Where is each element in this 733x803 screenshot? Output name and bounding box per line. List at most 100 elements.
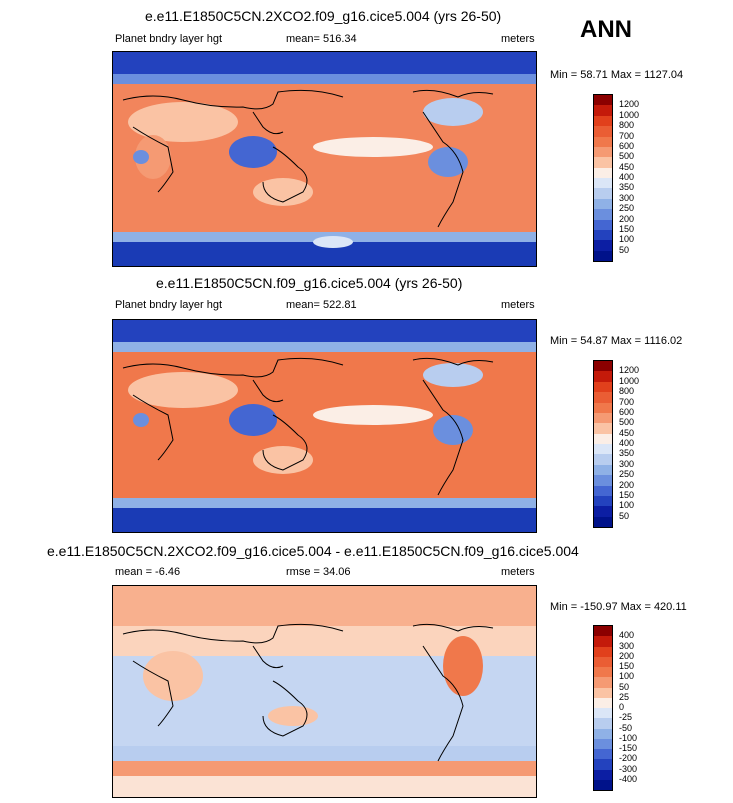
colorbar-swatch <box>594 146 612 158</box>
colorbar-tick-label: 600 <box>619 406 635 417</box>
colorbar-tick-label: 200 <box>619 479 635 490</box>
colorbar-tick-label: 200 <box>619 213 635 224</box>
colorbar-swatch <box>594 506 612 517</box>
colorbar-swatch <box>594 516 612 527</box>
panel-1-mean-label: mean= 516.34 <box>286 33 357 45</box>
colorbar-tick-label: 50 <box>619 244 630 255</box>
colorbar-swatch <box>594 495 612 507</box>
colorbar-tick-label: 0 <box>619 702 625 712</box>
colorbar-swatch <box>594 136 612 147</box>
colorbar-tick-label: 100 <box>619 671 635 682</box>
colorbar-tick-label: 450 <box>619 161 635 172</box>
panel-3-colorbar <box>593 625 613 791</box>
panel-1-units-label: meters <box>501 33 535 45</box>
colorbar-tick-label: 150 <box>619 223 635 234</box>
colorbar-swatch <box>594 636 612 647</box>
colorbar-tick-label: 400 <box>619 172 635 182</box>
colorbar-tick-label: 1000 <box>619 109 640 120</box>
colorbar-tick-label: 50 <box>619 510 630 521</box>
colorbar-swatch <box>594 687 612 698</box>
panel-2-colorbar <box>593 360 613 528</box>
colorbar-swatch <box>594 779 612 790</box>
colorbar-swatch <box>594 178 612 189</box>
panel-3-units-label: meters <box>501 566 535 578</box>
colorbar-swatch <box>594 444 612 455</box>
colorbar-tick-label: 600 <box>619 140 635 151</box>
colorbar-tick-label: 450 <box>619 427 635 438</box>
colorbar-swatch <box>594 708 612 719</box>
colorbar-tick-label: 800 <box>619 120 635 131</box>
panel-3-mean-label: mean = -6.46 <box>115 566 181 578</box>
colorbar-swatch <box>594 646 612 657</box>
colorbar-swatch <box>594 485 612 496</box>
colorbar-tick-label: -200 <box>619 753 638 764</box>
colorbar-tick-label: 700 <box>619 130 635 141</box>
colorbar-swatch <box>594 759 612 770</box>
panel-2-mean-label: mean= 522.81 <box>286 299 357 311</box>
colorbar-swatch <box>594 115 612 127</box>
colorbar-swatch <box>594 392 612 403</box>
colorbar-swatch <box>594 769 612 780</box>
colorbar-swatch <box>594 219 612 230</box>
panel-1-variable-label: Planet bndry layer hgt <box>115 33 223 45</box>
colorbar-tick-label: -100 <box>619 732 638 743</box>
colorbar-swatch <box>594 250 612 261</box>
colorbar-tick-label: 500 <box>619 151 635 162</box>
colorbar-tick-label: -150 <box>619 743 638 753</box>
colorbar-tick-label: 250 <box>619 469 635 480</box>
season-label: ANN <box>580 16 632 43</box>
colorbar-tick-label: 150 <box>619 661 635 671</box>
colorbar-tick-label: 250 <box>619 203 635 214</box>
colorbar-tick-label: 1000 <box>619 375 640 386</box>
panel-1-colorbar <box>593 94 613 262</box>
colorbar-tick-label: 50 <box>619 681 630 692</box>
colorbar-swatch <box>594 105 612 116</box>
panel-2-map <box>112 319 537 533</box>
colorbar-tick-label: 300 <box>619 192 635 203</box>
panel-3-map-svg <box>113 586 536 797</box>
colorbar-swatch <box>594 475 612 486</box>
colorbar-swatch <box>594 677 612 688</box>
colorbar-tick-label: 100 <box>619 234 635 245</box>
colorbar-tick-label: 300 <box>619 640 635 651</box>
colorbar-swatch <box>594 198 612 210</box>
colorbar-tick-label: -300 <box>619 763 638 774</box>
colorbar-swatch <box>594 728 612 739</box>
colorbar-swatch <box>594 464 612 476</box>
colorbar-swatch <box>594 749 612 760</box>
colorbar-swatch <box>594 656 612 667</box>
colorbar-swatch <box>594 423 612 434</box>
colorbar-swatch <box>594 209 612 220</box>
colorbar-tick-label: -400 <box>619 773 638 784</box>
colorbar-swatch <box>594 454 612 465</box>
colorbar-swatch <box>594 626 612 637</box>
colorbar-swatch <box>594 381 612 393</box>
panel-2-variable-label: Planet bndry layer hgt <box>115 299 223 311</box>
panel-2-map-svg <box>113 320 536 532</box>
panel-1-minmax-label: Min = 58.71 Max = 1127.04 <box>550 69 684 81</box>
panel-2-units-label: meters <box>501 299 535 311</box>
colorbar-tick-label: 500 <box>619 417 635 428</box>
colorbar-tick-label: -25 <box>619 712 633 723</box>
colorbar-tick-label: 300 <box>619 458 635 469</box>
panel-3-rmse-label: rmse = 34.06 <box>286 566 351 578</box>
colorbar-swatch <box>594 229 612 241</box>
colorbar-tick-label: 350 <box>619 182 635 193</box>
colorbar-swatch <box>594 433 612 444</box>
panel-2-minmax-label: Min = 54.87 Max = 1116.02 <box>550 335 683 347</box>
colorbar-tick-label: 200 <box>619 650 635 661</box>
colorbar-tick-label: 150 <box>619 489 635 500</box>
colorbar-swatch <box>594 361 612 372</box>
panel-2-title: e.e11.E1850C5CN.f09_g16.cice5.004 (yrs 2… <box>156 275 463 291</box>
colorbar-swatch <box>594 738 612 749</box>
colorbar-swatch <box>594 240 612 251</box>
colorbar-swatch <box>594 95 612 106</box>
colorbar-swatch <box>594 188 612 199</box>
colorbar-swatch <box>594 412 612 424</box>
colorbar-swatch <box>594 402 612 413</box>
panel-3-title: e.e11.E1850C5CN.2XCO2.f09_g16.cice5.004 … <box>47 543 579 559</box>
colorbar-tick-label: 25 <box>619 691 630 702</box>
colorbar-tick-label: 1200 <box>619 99 640 110</box>
panel-1-map <box>112 51 537 267</box>
colorbar-tick-label: 400 <box>619 630 635 641</box>
